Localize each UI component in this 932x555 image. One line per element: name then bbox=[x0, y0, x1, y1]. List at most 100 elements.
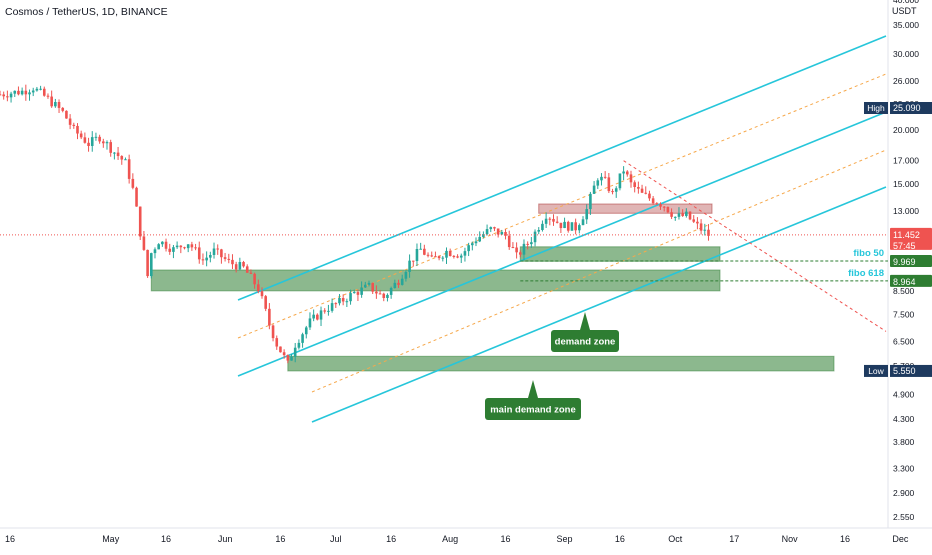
candle-body bbox=[352, 292, 356, 294]
candle-body bbox=[651, 198, 655, 204]
candle-body bbox=[6, 96, 9, 98]
candle-body bbox=[526, 243, 529, 245]
candle-body bbox=[50, 96, 53, 107]
y-tick-label: 4.900 bbox=[893, 389, 915, 399]
candle-body bbox=[338, 297, 341, 304]
y-tick-label: 6.500 bbox=[893, 336, 915, 346]
demand-zone-box bbox=[150, 269, 721, 292]
fibo-50-label: fibo 50 bbox=[853, 248, 884, 259]
fibo-50-price-tag-text: 9.969 bbox=[893, 257, 916, 267]
x-tick-label: Oct bbox=[668, 534, 683, 544]
candle-body bbox=[430, 255, 434, 257]
candle-body bbox=[404, 271, 408, 279]
candle-body bbox=[666, 206, 670, 213]
candle-body bbox=[566, 221, 570, 231]
candle-body bbox=[386, 294, 389, 298]
candle-body bbox=[142, 236, 146, 250]
candle-body bbox=[662, 206, 666, 208]
resistance-zone-box bbox=[538, 203, 713, 214]
candle-body bbox=[397, 282, 400, 285]
y-tick-label: 2.900 bbox=[893, 488, 915, 498]
candle-body bbox=[622, 171, 625, 174]
candle-body bbox=[20, 90, 24, 95]
candle-body bbox=[614, 188, 618, 192]
candle-body bbox=[699, 223, 703, 231]
candle-body bbox=[471, 243, 474, 246]
y-tick-label: 20.000 bbox=[893, 125, 919, 135]
candle-body bbox=[83, 137, 87, 143]
candle-body bbox=[316, 314, 319, 320]
candle-body bbox=[655, 203, 659, 205]
candle-body bbox=[364, 284, 367, 288]
candle-body bbox=[260, 291, 264, 297]
candle-body bbox=[190, 244, 194, 248]
candle-body bbox=[585, 209, 589, 220]
candle-body bbox=[345, 301, 349, 303]
symbol-title: Cosmos / TetherUS, 1D, BINANCE bbox=[5, 6, 168, 18]
main-demand-zone-label-text: main demand zone bbox=[490, 405, 576, 416]
x-tick-label: 17 bbox=[729, 534, 739, 544]
candle-body bbox=[9, 93, 13, 98]
candle-body bbox=[65, 110, 68, 119]
x-tick-label: May bbox=[102, 534, 120, 544]
candle-body bbox=[400, 278, 404, 285]
last-price-tag-text: 57:45 bbox=[893, 241, 916, 251]
candle-body bbox=[201, 259, 205, 261]
y-tick-label: 4.300 bbox=[893, 414, 915, 424]
candle-body bbox=[57, 101, 61, 108]
candle-body bbox=[611, 191, 614, 193]
candle-body bbox=[637, 187, 640, 189]
y-tick-label: 2.550 bbox=[893, 512, 915, 522]
candle-body bbox=[463, 251, 467, 256]
main-demand-zone-label: main demand zone bbox=[485, 380, 581, 420]
candle-body bbox=[220, 249, 223, 258]
candle-body bbox=[234, 264, 238, 270]
y-tick-label: 40.000 bbox=[893, 0, 919, 5]
candle-body bbox=[301, 334, 304, 343]
candle-body bbox=[688, 211, 692, 220]
candle-body bbox=[452, 255, 456, 257]
candle-body bbox=[592, 185, 596, 194]
candle-body bbox=[312, 314, 315, 319]
candle-body bbox=[681, 213, 684, 216]
candle-body bbox=[39, 88, 42, 90]
candle-body bbox=[419, 248, 422, 250]
candle-body bbox=[0, 94, 2, 96]
candle-body bbox=[559, 222, 563, 229]
candle-body bbox=[135, 187, 138, 207]
candle-body bbox=[90, 137, 94, 146]
candle-body bbox=[500, 232, 504, 235]
last-price-tag-bg bbox=[890, 227, 932, 250]
candle-body bbox=[212, 248, 216, 255]
candle-body bbox=[574, 222, 577, 231]
candle-body bbox=[349, 293, 352, 302]
y-tick-label: 30.000 bbox=[893, 49, 919, 59]
candle-body bbox=[124, 159, 127, 161]
candle-body bbox=[511, 247, 515, 249]
candle-body bbox=[102, 141, 105, 144]
candle-body bbox=[323, 310, 327, 312]
candle-body bbox=[179, 245, 183, 248]
candle-body bbox=[493, 227, 496, 229]
candle-body bbox=[423, 248, 426, 255]
candle-body bbox=[120, 156, 124, 160]
candle-body bbox=[2, 94, 5, 97]
candle-body bbox=[467, 245, 470, 252]
candle-body bbox=[327, 310, 330, 312]
candle-body bbox=[673, 216, 677, 218]
candle-body bbox=[72, 124, 76, 126]
candle-body bbox=[304, 327, 308, 335]
currency-label: USDT bbox=[892, 6, 917, 16]
demand-zone-label-pointer bbox=[580, 312, 590, 330]
candle-body bbox=[153, 249, 157, 254]
candle-body bbox=[42, 88, 46, 96]
candle-body bbox=[13, 90, 17, 94]
candle-body bbox=[209, 254, 212, 258]
candle-body bbox=[496, 228, 500, 235]
candle-body bbox=[478, 236, 481, 242]
candle-body bbox=[98, 136, 101, 142]
candle-body bbox=[227, 258, 231, 260]
